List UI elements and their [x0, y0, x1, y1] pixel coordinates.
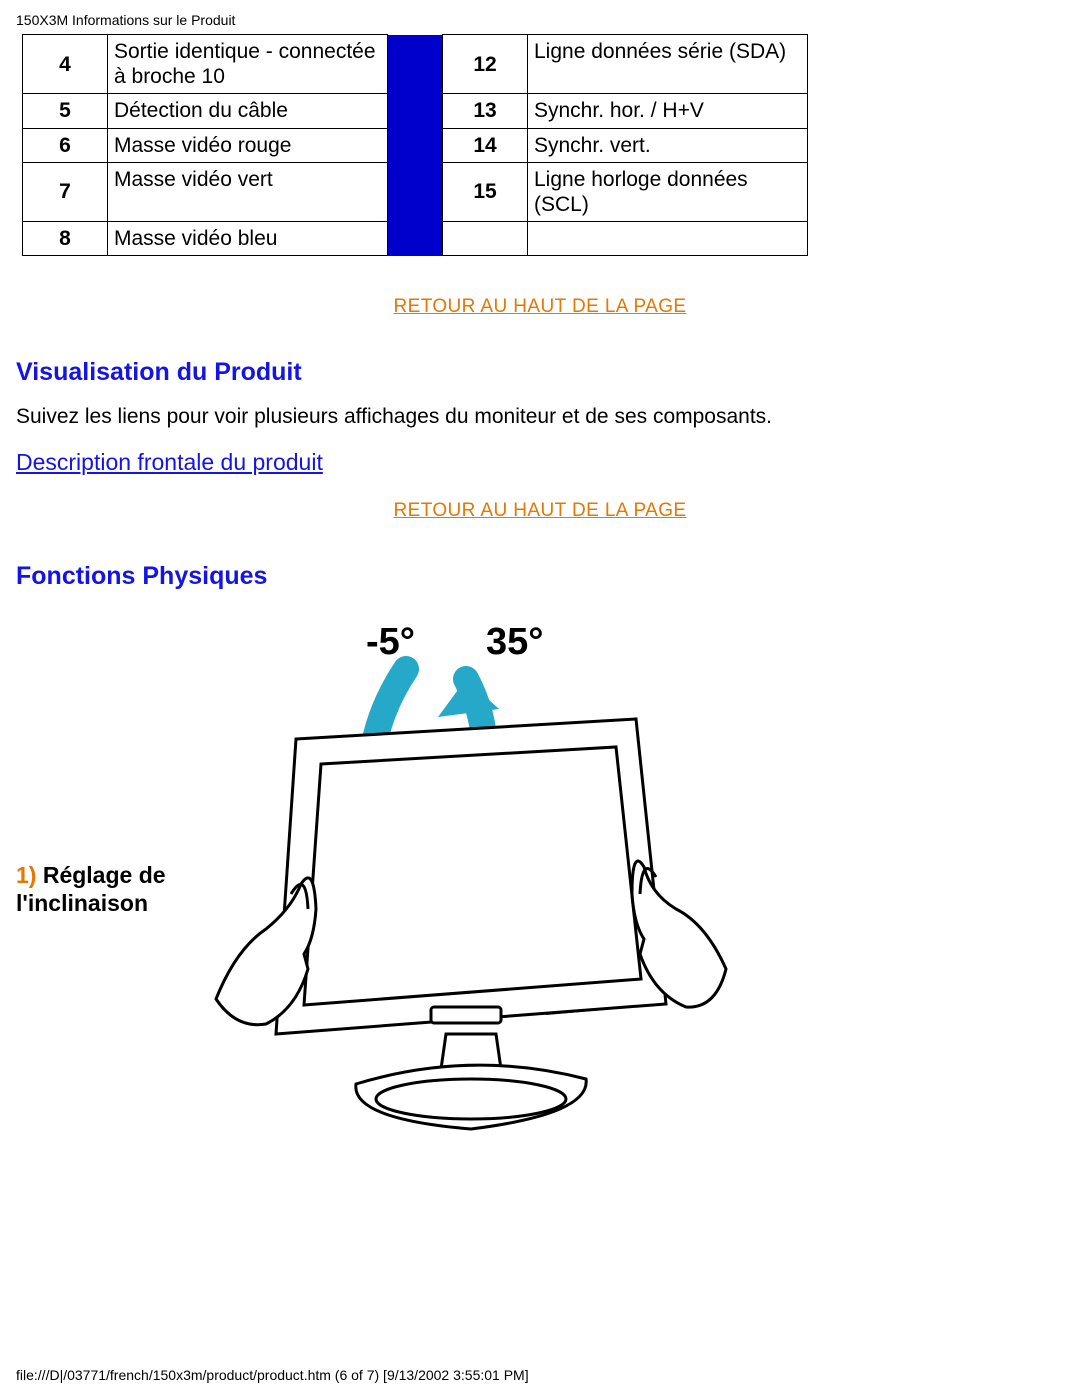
page-title: 150X3M Informations sur le Produit	[16, 12, 235, 28]
tilt-label: 1) Réglage de l'inclinaison	[16, 861, 196, 919]
pin-desc-right: Ligne horloge données (SCL)	[528, 162, 808, 221]
pin-number-left: 7	[23, 162, 108, 221]
section-visualisation-title: Visualisation du Produit	[16, 358, 1064, 387]
pin-number-left: 5	[23, 94, 108, 128]
page: 150X3M Informations sur le Produit 4Sort…	[0, 0, 1080, 1397]
footer-path: file:///D|/03771/french/150x3m/product/p…	[16, 1367, 529, 1383]
pin-desc-left: Masse vidéo vert	[108, 162, 388, 221]
front-description-link[interactable]: Description frontale du produit	[16, 449, 323, 476]
pin-number-left: 4	[23, 35, 108, 94]
top-link-container-1: RETOUR AU HAUT DE LA PAGE	[16, 296, 1064, 318]
pin-desc-right: Synchr. hor. / H+V	[528, 94, 808, 128]
pin-desc-right: Ligne données série (SDA)	[528, 35, 808, 94]
pin-number-right	[443, 222, 528, 256]
pin-number-right: 14	[443, 128, 528, 162]
tilt-label-text: Réglage de l'inclinaison	[16, 862, 166, 917]
pin-desc-left: Détection du câble	[108, 94, 388, 128]
pin-number-left: 6	[23, 128, 108, 162]
pin-desc-left: Sortie identique - connectée à broche 10	[108, 35, 388, 94]
pin-number-left: 8	[23, 222, 108, 256]
pin-number-right: 15	[443, 162, 528, 221]
tilt-section: 1) Réglage de l'inclinaison -5° 35°	[16, 609, 1064, 1169]
tilt-svg: -5° 35°	[196, 609, 736, 1169]
table-row: 4Sortie identique - connectée à broche 1…	[23, 35, 808, 94]
tilt-number: 1)	[16, 862, 36, 888]
pin-desc-right: Synchr. vert.	[528, 128, 808, 162]
visualisation-text: Suivez les liens pour voir plusieurs aff…	[16, 405, 1064, 429]
pin-desc-right	[528, 222, 808, 256]
section-physical-title: Fonctions Physiques	[16, 562, 1064, 591]
top-link-container-2: RETOUR AU HAUT DE LA PAGE	[16, 500, 1064, 522]
pin-desc-left: Masse vidéo rouge	[108, 128, 388, 162]
pin-table: 4Sortie identique - connectée à broche 1…	[22, 34, 808, 256]
return-top-link[interactable]: RETOUR AU HAUT DE LA PAGE	[394, 296, 687, 317]
angle-pos-text: 35°	[486, 621, 543, 663]
table-separator	[388, 35, 443, 256]
pin-number-right: 13	[443, 94, 528, 128]
pin-number-right: 12	[443, 35, 528, 94]
tilt-figure: -5° 35°	[196, 609, 736, 1169]
monitor-icon	[276, 719, 666, 1129]
page-header: 150X3M Informations sur le Produit	[16, 10, 1064, 34]
pin-desc-left: Masse vidéo bleu	[108, 222, 388, 256]
return-top-link[interactable]: RETOUR AU HAUT DE LA PAGE	[394, 500, 687, 521]
